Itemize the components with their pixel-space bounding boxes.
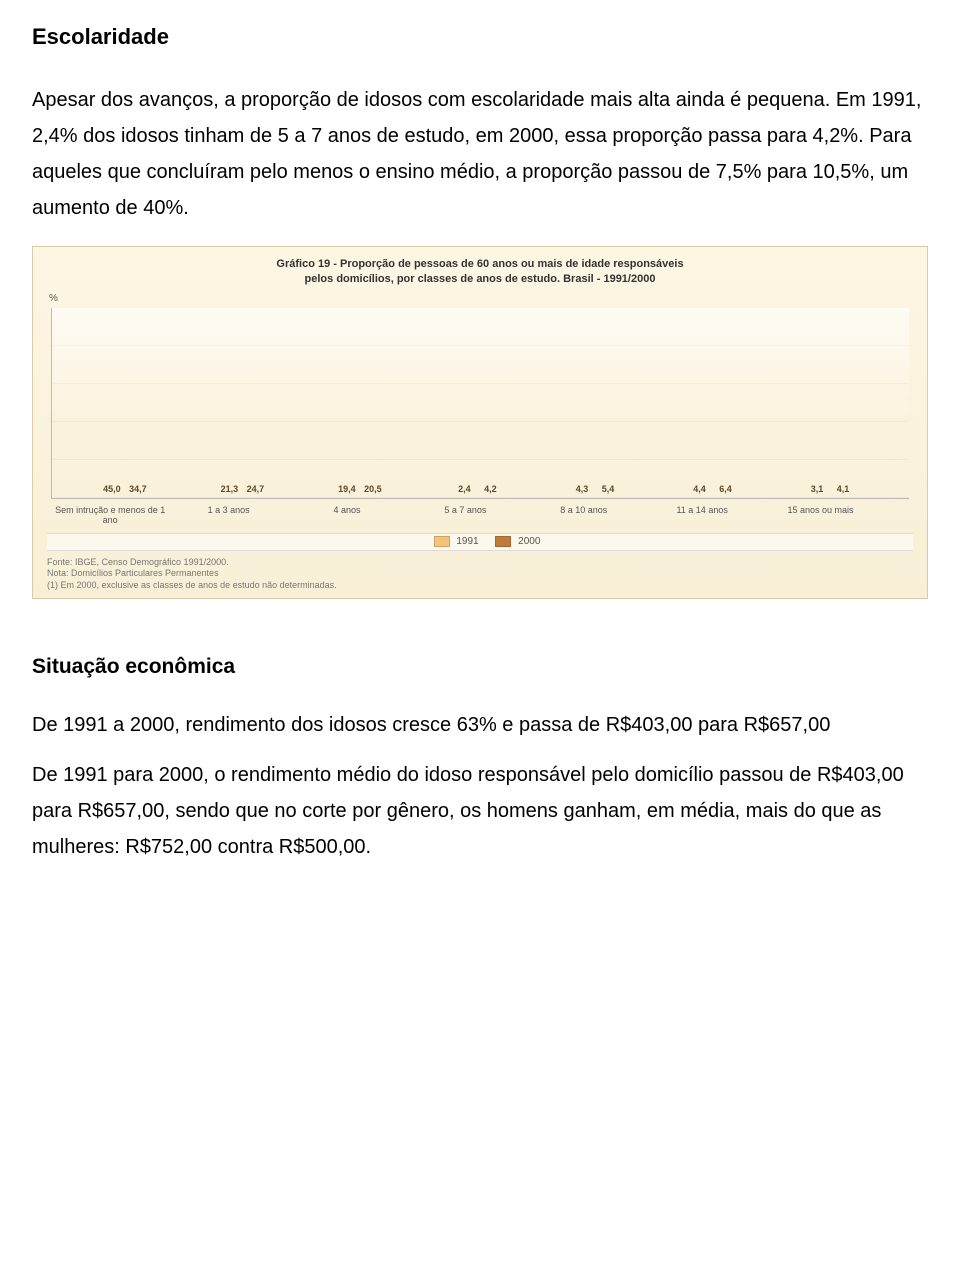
chart-title-line1: Gráfico 19 - Proporção de pessoas de 60 …	[276, 258, 683, 270]
x-category-label: 4 anos	[288, 503, 406, 526]
chart-title-line2: pelos domicílios, por classes de anos de…	[305, 273, 656, 285]
x-category-label: 11 a 14 anos	[643, 503, 761, 526]
legend-swatch-1991	[434, 536, 450, 547]
bar-value-label: 4,1	[837, 484, 850, 494]
chart-footnote: (1) Em 2000, exclusive as classes de ano…	[47, 580, 913, 592]
chart-y-axis-label: %	[49, 293, 913, 304]
bar-value-label: 4,3	[576, 484, 589, 494]
bar-value-label: 21,3	[221, 484, 239, 494]
bar-value-label: 4,2	[484, 484, 497, 494]
bar-value-label: 45,0	[103, 484, 121, 494]
x-category-label: 5 a 7 anos	[406, 503, 524, 526]
x-category-label: 1 a 3 anos	[169, 503, 287, 526]
x-category-label: 8 a 10 anos	[525, 503, 643, 526]
chart-footer: Fonte: IBGE, Censo Demográfico 1991/2000…	[47, 557, 913, 592]
chart-title: Gráfico 19 - Proporção de pessoas de 60 …	[47, 257, 913, 287]
legend-swatch-2000	[495, 536, 511, 547]
bar-value-label: 5,4	[602, 484, 615, 494]
chart-legend: 1991 2000	[47, 533, 913, 550]
section-heading: Escolaridade	[32, 24, 928, 50]
chart-plot-area: 45,0 34,7 21,3 24,7 19,4 20,5 2,4 4,2 4,3 5,4 4,4 6…	[51, 308, 909, 499]
chart-source: Fonte: IBGE, Censo Demográfico 1991/2000…	[47, 557, 913, 569]
paragraph-2: De 1991 a 2000, rendimento dos idosos cr…	[32, 707, 928, 743]
bar-value-label: 24,7	[247, 484, 265, 494]
chart-container: Gráfico 19 - Proporção de pessoas de 60 …	[32, 246, 928, 599]
legend-label-2000: 2000	[518, 537, 540, 548]
bar-value-label: 34,7	[129, 484, 147, 494]
paragraph-1: Apesar dos avanços, a proporção de idoso…	[32, 82, 928, 226]
x-category-label: 15 anos ou mais	[761, 503, 879, 526]
bar-value-label: 19,4	[338, 484, 356, 494]
paragraph-3: De 1991 para 2000, o rendimento médio do…	[32, 757, 928, 865]
chart-note: Nota: Domicílios Particulares Permanente…	[47, 568, 913, 580]
bar-value-label: 20,5	[364, 484, 382, 494]
bar-value-label: 3,1	[811, 484, 824, 494]
chart-x-categories: Sem intrução e menos de 1 ano1 a 3 anos4…	[51, 503, 909, 526]
bar-value-label: 4,4	[693, 484, 706, 494]
section-subheading: Situação econômica	[32, 655, 928, 679]
bar-value-label: 2,4	[458, 484, 471, 494]
bar-value-label: 6,4	[719, 484, 732, 494]
x-category-label: Sem intrução e menos de 1 ano	[51, 503, 169, 526]
legend-label-1991: 1991	[456, 537, 478, 548]
